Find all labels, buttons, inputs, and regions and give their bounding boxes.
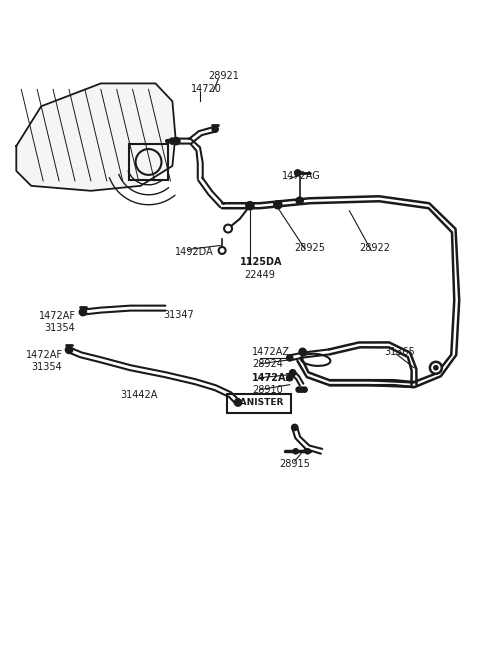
Text: 28922: 28922	[360, 244, 390, 254]
Circle shape	[224, 225, 232, 233]
Text: 1472AZ: 1472AZ	[252, 347, 290, 357]
Text: 31442A: 31442A	[120, 390, 158, 399]
Text: 31347: 31347	[164, 310, 194, 320]
Text: 1472AF: 1472AF	[39, 311, 76, 321]
Text: 1492DA: 1492DA	[175, 248, 214, 258]
Circle shape	[305, 449, 310, 454]
Circle shape	[296, 387, 301, 392]
Text: 1472AF: 1472AF	[26, 350, 63, 360]
Text: 1472AZ: 1472AZ	[252, 373, 294, 383]
Text: 28925: 28925	[295, 244, 326, 254]
Circle shape	[293, 449, 298, 454]
Text: 31365: 31365	[384, 347, 415, 357]
Text: 31354: 31354	[31, 362, 62, 372]
Circle shape	[173, 137, 180, 145]
Circle shape	[212, 126, 218, 132]
Text: 28921: 28921	[208, 72, 239, 81]
Text: 22449: 22449	[244, 270, 275, 281]
Circle shape	[246, 202, 254, 210]
Circle shape	[169, 138, 175, 144]
Circle shape	[299, 387, 304, 392]
Circle shape	[296, 197, 303, 204]
Circle shape	[274, 201, 282, 209]
Circle shape	[65, 346, 72, 353]
Circle shape	[302, 387, 307, 392]
Text: 14720: 14720	[192, 84, 222, 95]
Circle shape	[79, 309, 86, 315]
Circle shape	[235, 399, 241, 406]
Bar	[129, 144, 168, 180]
Circle shape	[295, 170, 300, 176]
Text: CANISTER: CANISTER	[234, 398, 284, 407]
Text: 1125DA: 1125DA	[240, 258, 283, 267]
Text: 28924: 28924	[252, 359, 283, 369]
Circle shape	[290, 370, 296, 376]
Circle shape	[287, 355, 293, 361]
Circle shape	[299, 348, 306, 355]
Text: 31354: 31354	[44, 323, 75, 333]
Circle shape	[218, 247, 226, 254]
Circle shape	[434, 366, 438, 370]
Polygon shape	[16, 83, 175, 191]
Circle shape	[292, 424, 298, 430]
Text: 1472AG: 1472AG	[282, 171, 321, 181]
Text: 28910: 28910	[252, 384, 283, 395]
Circle shape	[287, 374, 293, 380]
Text: 28915: 28915	[279, 459, 310, 469]
Circle shape	[430, 362, 442, 374]
